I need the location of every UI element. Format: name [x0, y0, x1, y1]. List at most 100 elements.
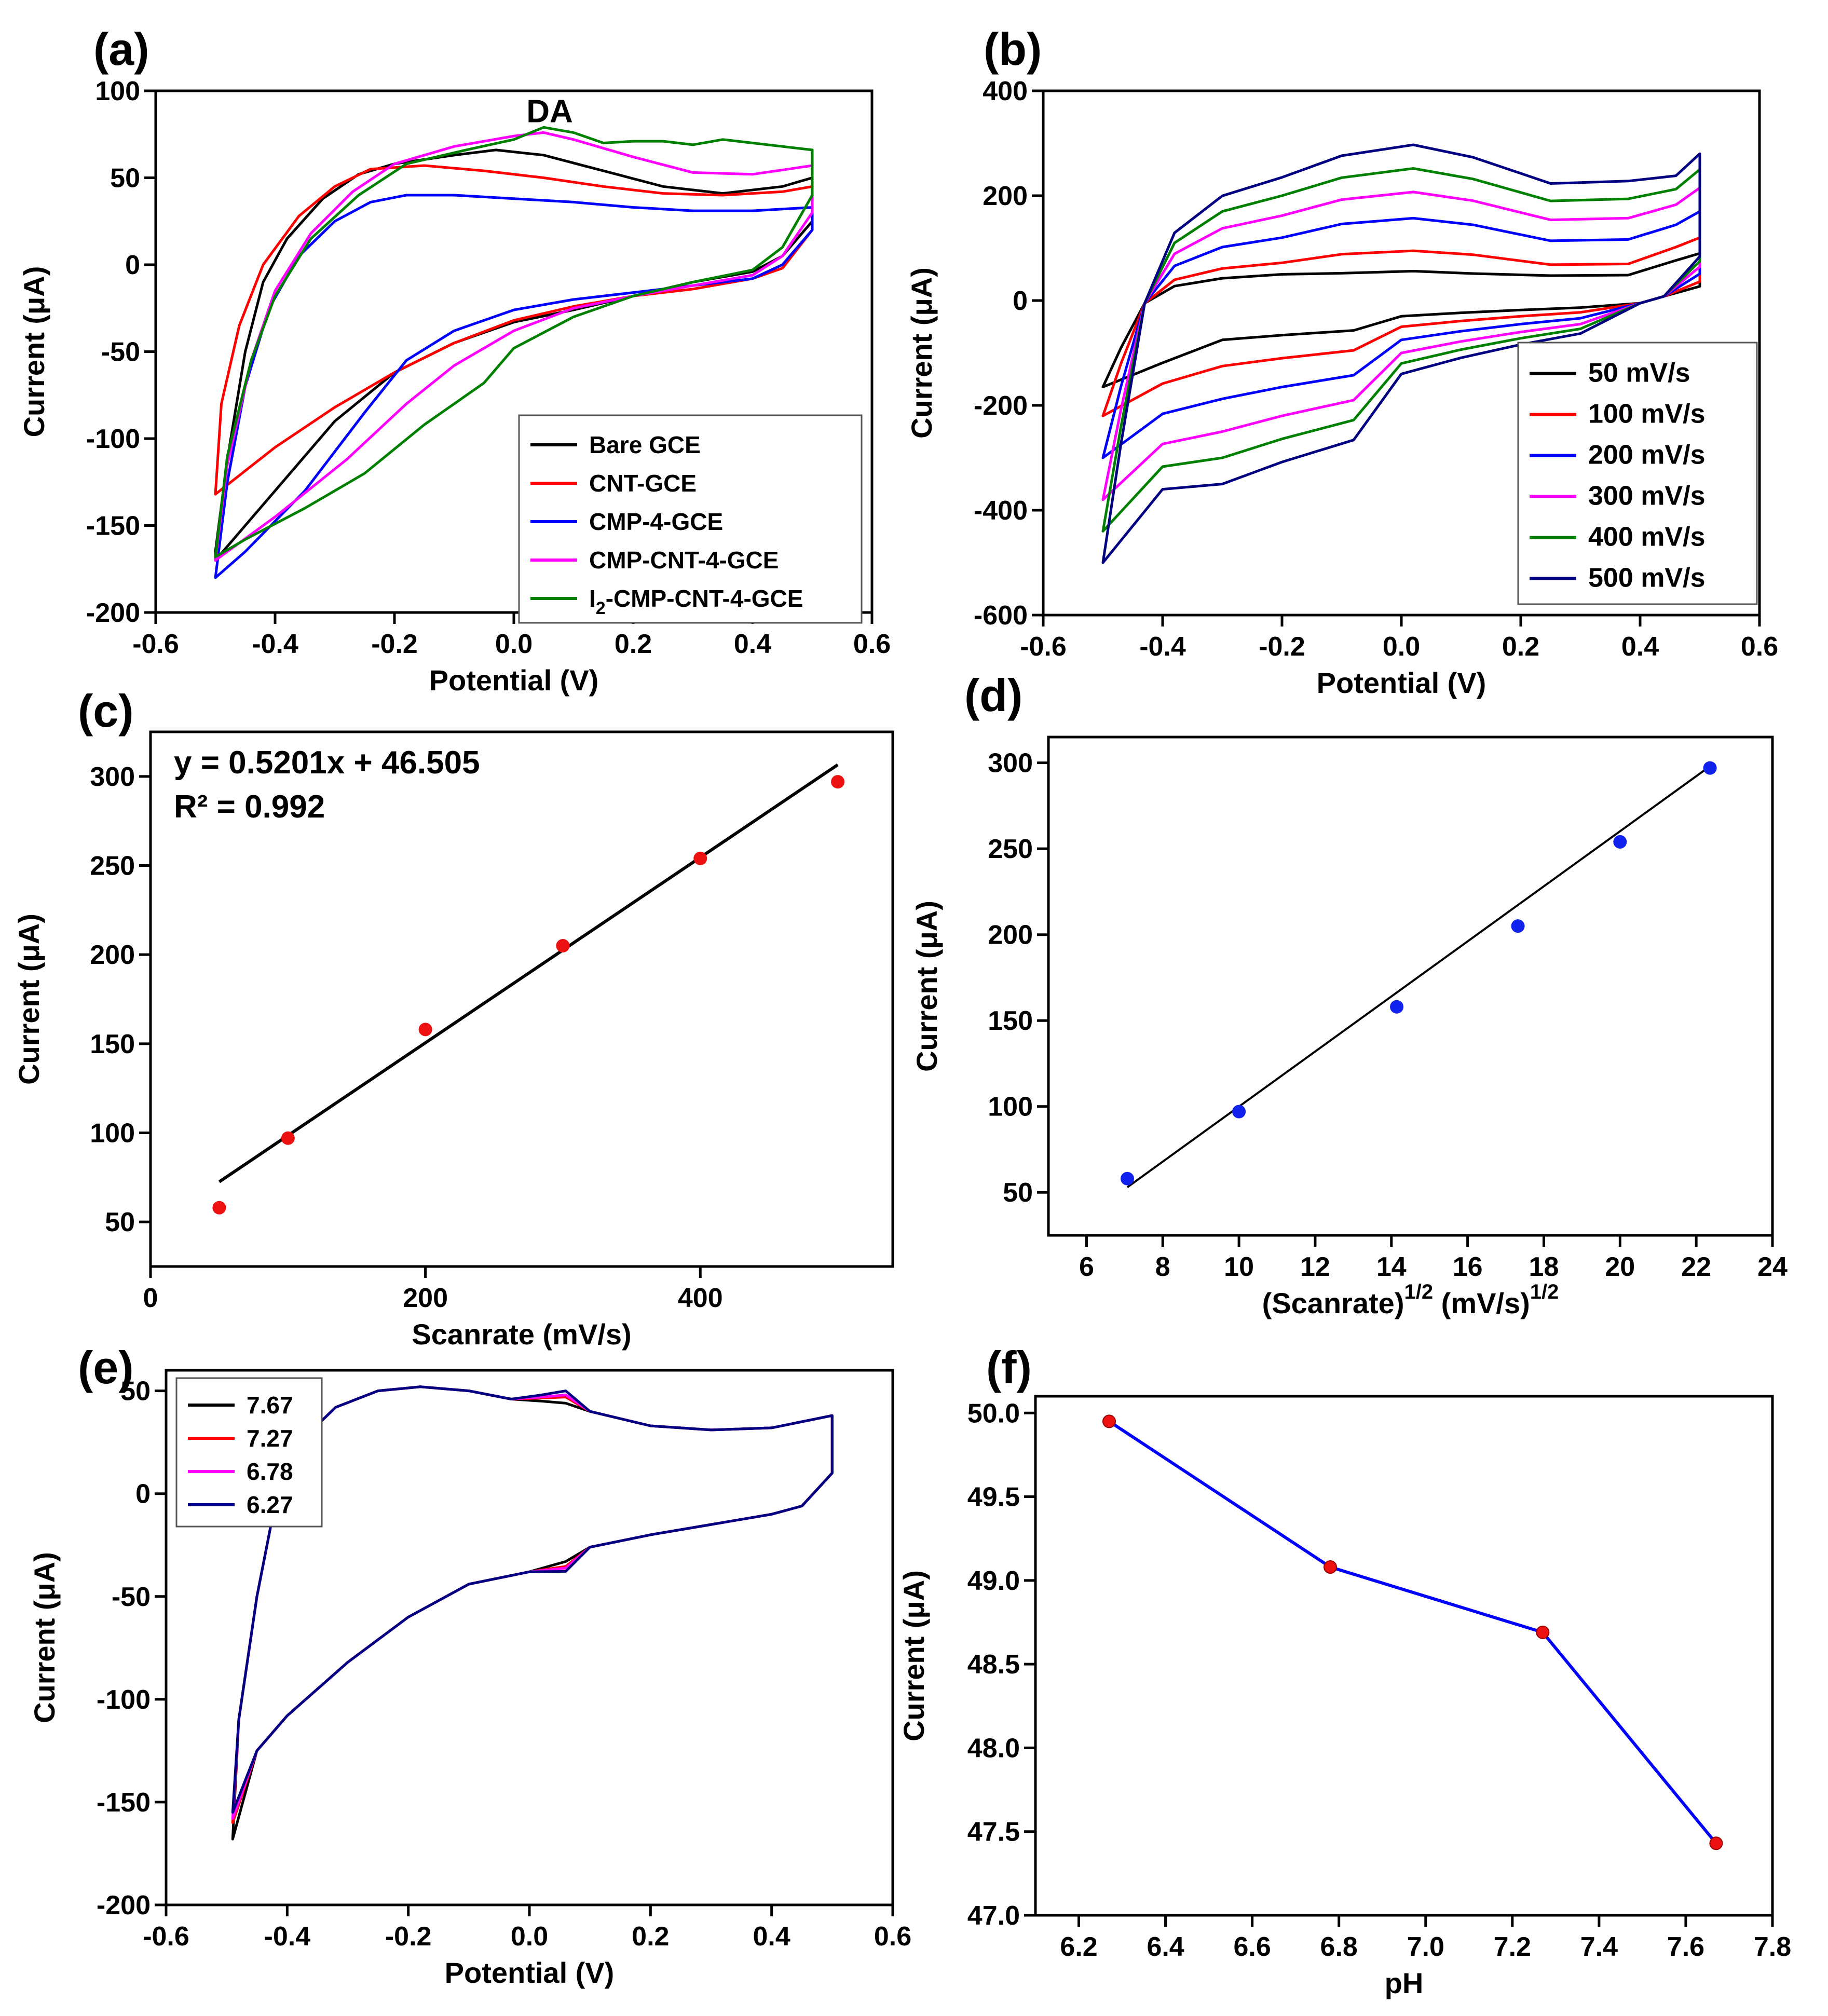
x-axis-label-d: (Scanrate)1/2 (mV/s)1/2: [1262, 1281, 1559, 1319]
legend-frame: [1517, 342, 1758, 605]
data-point: [1120, 1172, 1134, 1186]
x-tick-label: 24: [1757, 1252, 1788, 1282]
x-tick-label: 0.0: [495, 629, 533, 659]
legend-label: CNT-GCE: [589, 470, 697, 497]
y-tick-label: -100: [97, 1685, 151, 1715]
x-axis-label-c: Scanrate (mV/s): [412, 1318, 631, 1351]
x-tick-label: 6: [1079, 1252, 1094, 1282]
x-tick-label: 7.8: [1754, 1932, 1791, 1962]
cv-trace-5: [1101, 143, 1701, 564]
panel-d: (d) 6 8 10 12 14 16 18 20 22 24 50 100 150 200 250 300 (S…: [910, 670, 1788, 1319]
y-axis-label-b: Current (μA): [905, 267, 938, 439]
x-tick-label: 14: [1376, 1252, 1407, 1282]
x-axis-ticks-a: -0.6 -0.4 -0.2 0.0 0.2 0.4 0.6: [132, 612, 891, 659]
y-tick-label: 0: [135, 1479, 151, 1509]
cv-trace-1: [231, 1385, 834, 1824]
x-tick-label: -0.6: [1020, 632, 1067, 662]
legend-label: 6.78: [247, 1458, 293, 1485]
x-tick-label: 0.4: [1621, 632, 1659, 662]
x-tick-label: 7.4: [1580, 1932, 1618, 1962]
data-point: [693, 851, 707, 865]
legend-label-subscript: 2: [596, 598, 606, 618]
x-tick-label: -0.4: [252, 629, 298, 659]
y-axis-ticks-e: -200 -150 -100 -50 0 50: [97, 1377, 166, 1920]
legend-frame: [175, 1377, 323, 1528]
y-tick-label: 50: [105, 1207, 135, 1237]
x-tick-label: 0.4: [753, 1922, 790, 1952]
y-tick-label: 50: [110, 164, 140, 194]
x-tick-label: 0.6: [853, 629, 891, 659]
x-tick-label: 20: [1605, 1252, 1635, 1282]
panel-e: (e)-0.6 -0.4 -0.2 0.0 0.2 0.4 0.6-200-150-100-…: [28, 1342, 911, 1989]
y-tick-label: -400: [974, 496, 1028, 526]
y-axis-label-a: Current (μA): [18, 266, 50, 438]
y-tick-label: 300: [988, 748, 1033, 779]
x-tick-label: 0.6: [1741, 632, 1778, 662]
data-point: [1390, 1000, 1404, 1014]
x-tick-label: 0.2: [632, 1922, 669, 1952]
y-axis-ticks-c: 50 100 150 200 250 300: [90, 762, 151, 1237]
x-axis-label-a: Potential (V): [429, 664, 599, 697]
x-tick-label: -0.2: [371, 629, 418, 659]
y-tick-label: 50.0: [967, 1398, 1020, 1428]
plot-frame-c: [149, 730, 894, 1268]
panel-b: (b) -0.6 -0.4 -0.2 0.0 0.2 0.4 0.6 -600 -400 -200 0…: [905, 23, 1778, 699]
panel-f: (f) 6.2 6.4 6.6 6.8 7.0 7.2 7.4 7.6 7.8 47.0 47.5 48…: [897, 1342, 1791, 1999]
data-point: [1709, 1836, 1723, 1850]
r-squared: R² = 0.992: [174, 789, 325, 825]
legend-label: 300 mV/s: [1588, 481, 1706, 511]
fit-equation: y = 0.5201x + 46.505: [174, 745, 480, 781]
data-point: [556, 939, 570, 952]
y-tick-label: -50: [101, 337, 140, 367]
panel-label-d: (d): [964, 670, 1022, 721]
x-tick-label: 0.2: [1502, 632, 1539, 662]
y-tick-label: 100: [95, 76, 140, 106]
x-tick-label: -0.6: [132, 629, 179, 659]
x-tick-label: 0.0: [511, 1922, 548, 1952]
y-tick-label: -600: [974, 601, 1028, 631]
fit-line: [218, 763, 839, 1183]
x-tick-label: 22: [1681, 1252, 1711, 1282]
cv-trace-4: [214, 126, 814, 559]
y-tick-label: 400: [983, 76, 1028, 106]
y-tick-label: -50: [112, 1582, 151, 1612]
x-tick-label: -0.4: [1139, 632, 1186, 662]
y-axis-ticks-b: -600 -400 -200 0 200 400: [974, 76, 1043, 631]
legend-b: 50 mV/s 100 mV/s 200 mV/s 300 mV/s 400 mV/s 5…: [1517, 342, 1758, 605]
x-tick-label: -0.2: [1259, 632, 1305, 662]
x-axis-label-f: pH: [1385, 1967, 1424, 1999]
y-tick-label: 100: [90, 1119, 135, 1149]
fit-line: [1126, 765, 1711, 1188]
data-point: [1613, 835, 1627, 849]
x-tick-label: 0.2: [615, 629, 652, 659]
peak-annotation: DA: [526, 93, 573, 129]
y-tick-label: 100: [988, 1092, 1033, 1122]
cv-trace-0: [231, 1385, 834, 1841]
data-point: [1232, 1105, 1246, 1119]
x-axis-ticks-e: -0.6 -0.4 -0.2 0.0 0.2 0.4 0.6: [143, 1905, 911, 1952]
legend-label: 6.27: [247, 1491, 293, 1518]
x-axis-ticks-d: 6 8 10 12 14 16 18 20 22 24: [1079, 1235, 1788, 1282]
y-tick-label: 50: [1003, 1178, 1033, 1208]
y-tick-label: -150: [97, 1788, 151, 1818]
y-axis-label-f: Current (μA): [897, 1570, 930, 1741]
legend-label: 50 mV/s: [1588, 358, 1690, 388]
data-point: [212, 1201, 226, 1215]
data-point: [418, 1023, 432, 1037]
x-tick-label: 6.8: [1320, 1932, 1358, 1962]
legend-a: Bare GCE CNT-GCE CMP-4-GCE CMP-CNT-4-GCE I2-…: [518, 414, 863, 624]
x-tick-label: 7.0: [1407, 1932, 1444, 1962]
legend-label: CMP-CNT-4-GCE: [589, 547, 779, 574]
x-axis-ticks-b: -0.6 -0.4 -0.2 0.0 0.2 0.4 0.6: [1020, 615, 1778, 662]
x-tick-label: 7.2: [1494, 1932, 1531, 1962]
y-axis-label-e: Current (μA): [28, 1552, 61, 1723]
y-tick-label: 50: [120, 1377, 151, 1407]
legend-label: 100 mV/s: [1588, 399, 1706, 429]
legend-label-part: I: [589, 585, 596, 612]
panel-c: (c) 0 200 400 50 100 150 200 250 300 Scanrate (mV/…: [12, 685, 894, 1351]
legend-label: CMP-4-GCE: [589, 508, 723, 535]
x-tick-label: 6.4: [1147, 1932, 1184, 1962]
x-axis-label-exponent: 1/2: [1404, 1281, 1433, 1303]
plot-frame-d: [1047, 735, 1774, 1237]
